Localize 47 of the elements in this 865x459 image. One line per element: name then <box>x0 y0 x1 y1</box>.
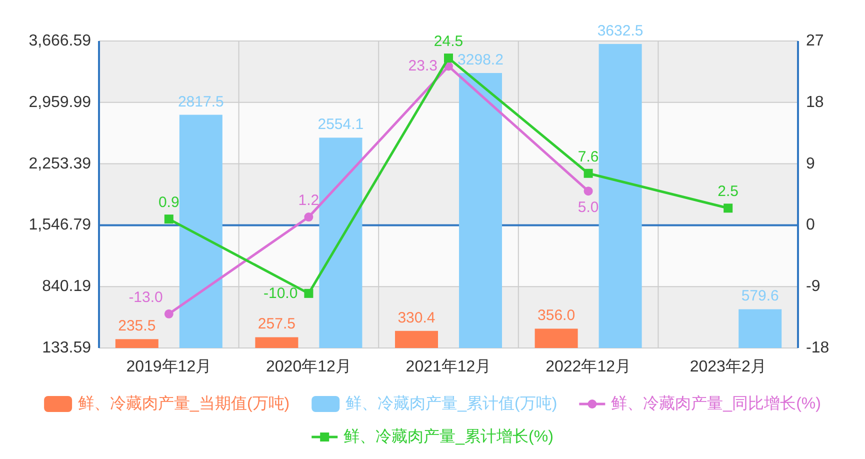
data-label: 5.0 <box>578 199 599 216</box>
data-label: 2.5 <box>718 183 739 200</box>
x-tick-label: 2020年12月 <box>266 358 352 376</box>
data-label: 7.6 <box>578 148 599 166</box>
data-label: -10.0 <box>264 284 298 302</box>
point <box>724 204 733 213</box>
data-label: 2554.1 <box>318 116 364 134</box>
data-label: 23.3 <box>408 58 438 75</box>
data-label: 3632.5 <box>597 22 644 40</box>
y2-tick-label: 9 <box>806 155 815 172</box>
y-tick-label: 3,666.59 <box>28 32 92 50</box>
data-label: 330.4 <box>398 309 436 326</box>
data-label: 579.6 <box>741 288 779 305</box>
data-label: 356.0 <box>538 307 576 324</box>
y-tick-label: 133.59 <box>42 340 92 356</box>
y2-tick-label: 27 <box>806 32 824 50</box>
legend-label: 鲜、冷藏肉产量_累计增长(%) <box>344 428 554 446</box>
y-tick-label: 2,959.99 <box>28 94 92 111</box>
data-label: 1.2 <box>298 192 320 210</box>
y-tick-label: 840.19 <box>42 278 92 296</box>
legend-label: 鲜、冷藏肉产量_累计值(万吨) <box>346 394 558 412</box>
data-label: 24.5 <box>434 33 464 50</box>
y2-tick-label: 0 <box>806 216 815 234</box>
y-tick-label: 2,253.39 <box>28 155 92 172</box>
point <box>304 288 314 298</box>
y2-tick-label: -9 <box>806 278 820 296</box>
point <box>584 186 593 196</box>
data-label: -13.0 <box>128 288 163 306</box>
y2-tick-label: -18 <box>806 340 830 356</box>
point <box>304 212 314 222</box>
x-tick-label: 2023年2月 <box>690 358 766 376</box>
x-tick-label: 2022年12月 <box>546 358 631 376</box>
legend-label: 鲜、冷藏肉产量_当期值(万吨) <box>78 394 290 412</box>
data-label: 235.5 <box>118 318 156 335</box>
data-label: 0.9 <box>158 194 180 212</box>
x-tick-label: 2019年12月 <box>126 358 212 376</box>
legend-label: 鲜、冷藏肉产量_同比增长(%) <box>611 394 821 412</box>
y2-tick-label: 18 <box>806 94 824 111</box>
y-tick-label: 1,546.79 <box>28 216 92 234</box>
point <box>444 54 453 63</box>
point <box>584 168 593 178</box>
data-label: 3298.2 <box>458 52 504 69</box>
point <box>164 214 174 224</box>
x-tick-label: 2021年12月 <box>406 358 492 376</box>
data-label: 257.5 <box>258 316 296 333</box>
point <box>164 309 174 318</box>
data-label: 2817.5 <box>178 93 224 110</box>
